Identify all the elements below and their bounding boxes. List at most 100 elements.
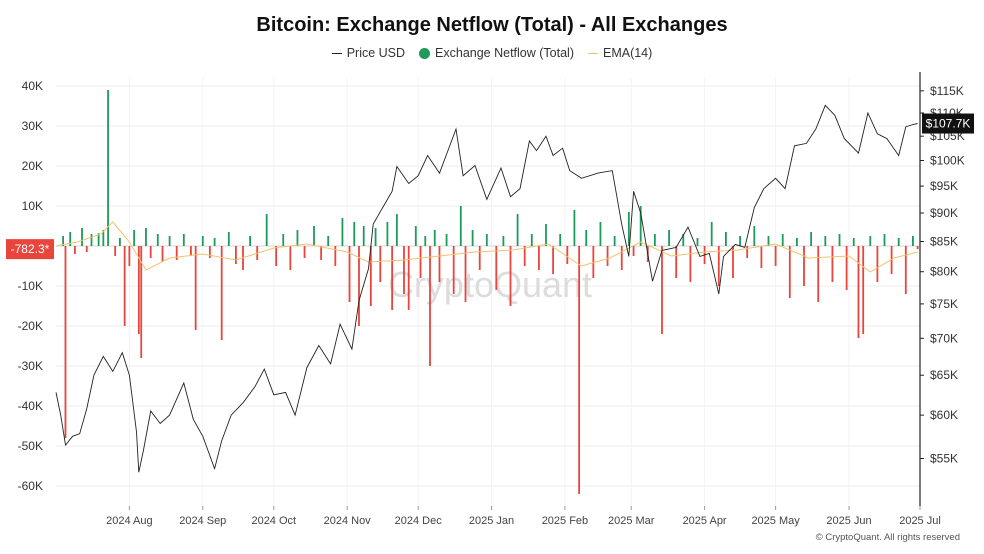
y-right-tick-label: $100K	[930, 154, 965, 168]
netflow-bar	[296, 230, 299, 246]
ema-line-swatch	[587, 52, 598, 54]
netflow-bar	[395, 214, 398, 246]
netflow-bar	[852, 238, 855, 246]
legend-label-ema: EMA(14)	[602, 46, 653, 60]
netflow-bar	[419, 246, 422, 278]
copyright-footer: © CryptoQuant. All rights reserved	[815, 532, 960, 543]
y-right-tick-label: $90K	[930, 206, 958, 220]
current-price-label: $107.7K	[926, 117, 971, 131]
netflow-bar	[133, 230, 136, 246]
x-tick-label: 2025 Mar	[608, 515, 655, 527]
netflow-bar	[275, 246, 278, 266]
netflow-bar	[523, 246, 526, 266]
netflow-bar	[208, 246, 211, 258]
axis-labels: 40K 30K 20K 10K -10K -20K -30K -40K -50K -60K 2024…	[6, 79, 974, 527]
x-tick-label: 2024 Dec	[395, 515, 443, 527]
netflow-bar	[585, 230, 588, 246]
legend-item-ema[interactable]: EMA(14)	[587, 46, 653, 60]
netflow-bar	[348, 246, 351, 302]
y-left-tick-label: -20K	[18, 319, 43, 333]
netflow-bar	[485, 234, 488, 246]
netflow-bar	[810, 232, 813, 246]
netflow-bar	[341, 218, 344, 246]
y-right-tick-label: $80K	[930, 265, 958, 279]
netflow-bar	[753, 226, 756, 246]
y-left-tick-label: -50K	[18, 439, 43, 453]
current-price-badge	[922, 113, 974, 134]
y-left-tick-label: -60K	[18, 479, 43, 493]
netflow-bar	[414, 226, 417, 246]
netflow-bar	[140, 246, 143, 358]
netflow-bar	[545, 224, 547, 246]
netflow-bar	[573, 210, 576, 246]
netflow-bar	[74, 246, 76, 254]
price-line	[55, 104, 918, 473]
current-netflow-badge	[6, 239, 54, 260]
price-line-swatch	[331, 52, 342, 54]
y-right-tick-label: $65K	[930, 368, 958, 382]
netflow-bar	[64, 246, 67, 438]
netflow-bar	[857, 246, 860, 338]
netflow-bar	[182, 234, 185, 246]
y-left-tick-label: 20K	[22, 159, 43, 173]
netflow-bar	[632, 246, 635, 256]
netflow-bar	[537, 246, 540, 270]
netflow-bar	[137, 246, 140, 334]
netflow-bar	[911, 236, 914, 246]
netflow-bar	[119, 238, 121, 246]
netflow-bar	[220, 246, 223, 340]
netflow-bar	[362, 226, 365, 246]
netflow-bar	[429, 246, 431, 366]
netflow-bar	[374, 228, 377, 246]
netflow-bar	[62, 236, 65, 246]
legend-item-price[interactable]: Price USD	[331, 46, 405, 60]
netflow-bar	[552, 246, 554, 274]
netflow-bar	[724, 232, 727, 246]
netflow-bar	[201, 236, 204, 246]
netflow-bar	[838, 234, 841, 246]
y-right-tick-label: $55K	[930, 451, 958, 465]
netflow-bar	[407, 246, 410, 310]
netflow-bar	[445, 234, 448, 246]
netflow-bar	[433, 230, 436, 246]
netflow-bar	[161, 246, 164, 262]
netflow-bar	[767, 236, 770, 246]
netflow-bar	[438, 246, 441, 282]
y-right-tick-label: $85K	[930, 235, 958, 249]
current-netflow-label: -782.3*	[11, 242, 50, 256]
netflow-bar	[175, 246, 178, 260]
netflow-bar	[559, 234, 562, 246]
netflow-bar	[391, 246, 394, 310]
netflow-bar	[353, 222, 356, 246]
netflow-bar	[149, 246, 152, 258]
ema-line	[55, 221, 918, 273]
y-left-tick-label: -10K	[18, 279, 43, 293]
netflow-bar	[732, 246, 734, 278]
netflow-bar	[114, 246, 117, 256]
legend-item-netflow[interactable]: Exchange Netflow (Total)	[419, 46, 574, 60]
netflow-bar	[788, 246, 791, 298]
netflow-bar	[578, 246, 581, 494]
netflow-bar	[516, 214, 519, 246]
netflow-bar	[502, 236, 505, 246]
netflow-bar	[265, 214, 268, 246]
netflow-bar	[459, 206, 462, 246]
netflow-bar	[107, 90, 109, 246]
y-left-tick-label: -40K	[18, 399, 43, 413]
y-right-tick-label: $60K	[930, 408, 958, 422]
netflow-bar	[81, 228, 83, 246]
netflow-bar	[289, 246, 292, 270]
x-tick-label: 2025 Jun	[826, 515, 871, 527]
ema-line-layer	[55, 221, 918, 273]
netflow-bar	[682, 234, 685, 246]
y-left-tick-label: 30K	[22, 119, 43, 133]
netflow-bar	[620, 246, 623, 270]
netflow-bar	[313, 226, 315, 246]
netflow-bar	[386, 222, 389, 246]
netflow-bar	[739, 236, 741, 246]
x-tick-label: 2025 May	[751, 515, 800, 527]
netflow-bar	[227, 232, 230, 246]
netflow-bar	[379, 246, 382, 282]
netflow-bar	[862, 246, 865, 334]
